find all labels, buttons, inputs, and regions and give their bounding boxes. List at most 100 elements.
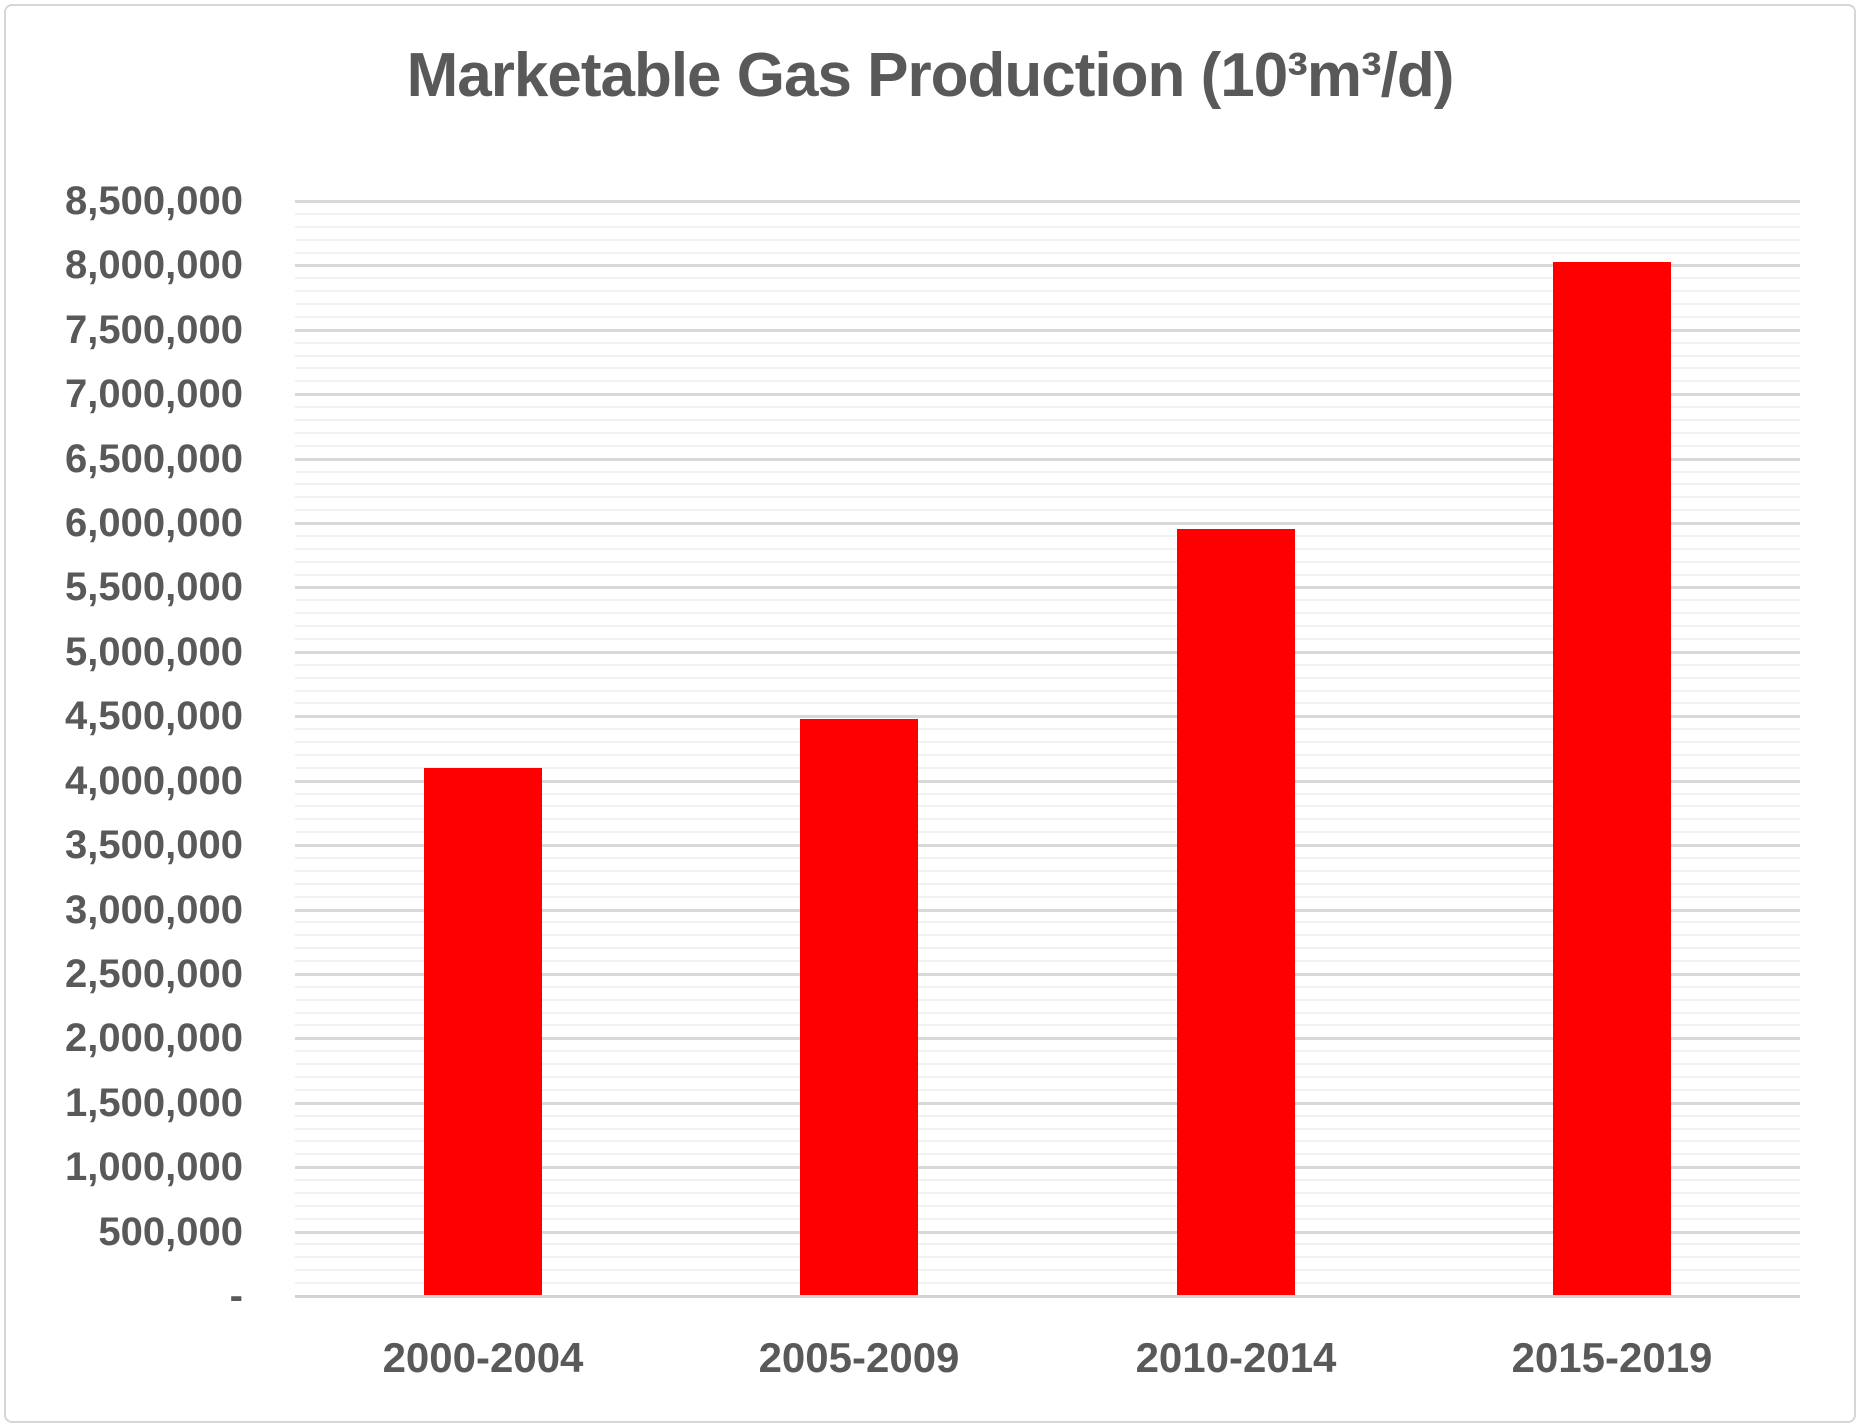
y-tick-label: 1,500,000 bbox=[65, 1081, 243, 1125]
minor-gridline bbox=[295, 831, 1800, 834]
major-gridline bbox=[295, 972, 1800, 976]
minor-gridline bbox=[295, 225, 1800, 228]
x-axis-label: 2000-2004 bbox=[382, 1334, 584, 1381]
minor-gridline bbox=[295, 212, 1800, 215]
minor-gridline bbox=[295, 921, 1800, 924]
minor-gridline bbox=[295, 638, 1800, 640]
minor-gridline bbox=[295, 303, 1800, 306]
y-tick-label: 2,000,000 bbox=[65, 1016, 243, 1060]
major-gridline bbox=[295, 779, 1800, 783]
minor-gridline bbox=[295, 534, 1800, 537]
minor-gridline bbox=[295, 1217, 1800, 1220]
y-tick-label: 8,500,000 bbox=[65, 179, 243, 223]
minor-gridline bbox=[295, 612, 1800, 615]
minor-gridline bbox=[295, 985, 1800, 988]
minor-gridline bbox=[295, 470, 1800, 473]
minor-gridline bbox=[295, 1076, 1800, 1078]
minor-gridline bbox=[295, 483, 1800, 486]
minor-gridline bbox=[295, 406, 1800, 409]
minor-gridline bbox=[295, 895, 1800, 898]
major-gridline bbox=[295, 328, 1800, 332]
minor-gridline bbox=[295, 238, 1800, 241]
minor-gridline bbox=[295, 290, 1800, 293]
minor-gridline bbox=[295, 444, 1800, 447]
y-tick-label: 4,000,000 bbox=[65, 759, 243, 803]
minor-gridline bbox=[295, 1243, 1800, 1246]
minor-gridline bbox=[295, 998, 1800, 1001]
minor-gridline bbox=[295, 1256, 1800, 1259]
minor-gridline bbox=[295, 1088, 1800, 1091]
minor-gridline bbox=[295, 1050, 1800, 1053]
major-gridline bbox=[295, 1101, 1800, 1105]
major-gridline bbox=[295, 393, 1800, 397]
y-tick-label: 4,500,000 bbox=[65, 694, 243, 738]
y-tick-label: 2,500,000 bbox=[65, 952, 243, 996]
minor-gridline bbox=[295, 573, 1800, 576]
bar-2000-2004 bbox=[424, 768, 542, 1296]
y-tick-label: 3,500,000 bbox=[65, 823, 243, 867]
minor-gridline bbox=[295, 1191, 1800, 1194]
major-gridline bbox=[295, 457, 1800, 461]
minor-gridline bbox=[295, 560, 1800, 563]
minor-gridline bbox=[295, 496, 1800, 499]
minor-gridline bbox=[295, 702, 1800, 705]
minor-gridline bbox=[295, 315, 1800, 318]
y-tick-label: 8,000,000 bbox=[65, 243, 243, 287]
minor-gridline bbox=[295, 367, 1800, 370]
major-gridline bbox=[295, 715, 1800, 719]
minor-gridline bbox=[295, 1269, 1800, 1272]
minor-gridline bbox=[295, 419, 1800, 421]
minor-gridline bbox=[295, 277, 1800, 280]
x-axis-label: 2005-2009 bbox=[758, 1334, 960, 1381]
minor-gridline bbox=[295, 741, 1800, 744]
minor-gridline bbox=[295, 354, 1800, 357]
minor-gridline bbox=[295, 1024, 1800, 1027]
minor-gridline bbox=[295, 663, 1800, 666]
bar-2015-2019 bbox=[1553, 262, 1671, 1296]
minor-gridline bbox=[295, 728, 1800, 731]
bar-2005-2009 bbox=[800, 719, 918, 1296]
minor-gridline bbox=[295, 676, 1800, 679]
minor-gridline bbox=[295, 509, 1800, 512]
minor-gridline bbox=[295, 818, 1800, 821]
major-gridline bbox=[295, 586, 1800, 590]
major-gridline bbox=[295, 1037, 1800, 1041]
minor-gridline bbox=[295, 1179, 1800, 1182]
y-tick-label: 3,000,000 bbox=[65, 888, 243, 932]
major-gridline bbox=[295, 908, 1800, 912]
minor-gridline bbox=[295, 1140, 1800, 1143]
minor-gridline bbox=[295, 1127, 1800, 1130]
y-tick-label: 1,000,000 bbox=[65, 1145, 243, 1189]
major-gridline bbox=[295, 200, 1800, 203]
minor-gridline bbox=[295, 689, 1800, 692]
minor-gridline bbox=[295, 792, 1800, 795]
major-gridline bbox=[295, 1166, 1800, 1170]
minor-gridline bbox=[295, 1011, 1800, 1014]
minor-gridline bbox=[295, 1282, 1800, 1285]
y-tick-label: 6,000,000 bbox=[65, 501, 243, 545]
minor-gridline bbox=[295, 857, 1800, 859]
minor-gridline bbox=[295, 1114, 1800, 1117]
minor-gridline bbox=[295, 960, 1800, 963]
minor-gridline bbox=[295, 341, 1800, 344]
y-tick-label: 5,000,000 bbox=[65, 630, 243, 674]
y-tick-label: 5,500,000 bbox=[65, 565, 243, 609]
bar-2010-2014 bbox=[1177, 529, 1295, 1296]
y-tick-label: 7,000,000 bbox=[65, 372, 243, 416]
y-tick-label: 6,500,000 bbox=[65, 437, 243, 481]
minor-gridline bbox=[295, 547, 1800, 550]
minor-gridline bbox=[295, 431, 1800, 434]
minor-gridline bbox=[295, 1063, 1800, 1066]
minor-gridline bbox=[295, 599, 1800, 602]
x-axis-label: 2015-2019 bbox=[1511, 1334, 1713, 1381]
minor-gridline bbox=[295, 869, 1800, 872]
major-gridline bbox=[295, 1230, 1800, 1234]
minor-gridline bbox=[295, 934, 1800, 937]
minor-gridline bbox=[295, 947, 1800, 950]
minor-gridline bbox=[295, 625, 1800, 628]
y-tick-label: 7,500,000 bbox=[65, 308, 243, 352]
major-gridline bbox=[295, 522, 1800, 526]
major-gridline bbox=[295, 264, 1800, 268]
minor-gridline bbox=[295, 251, 1800, 254]
